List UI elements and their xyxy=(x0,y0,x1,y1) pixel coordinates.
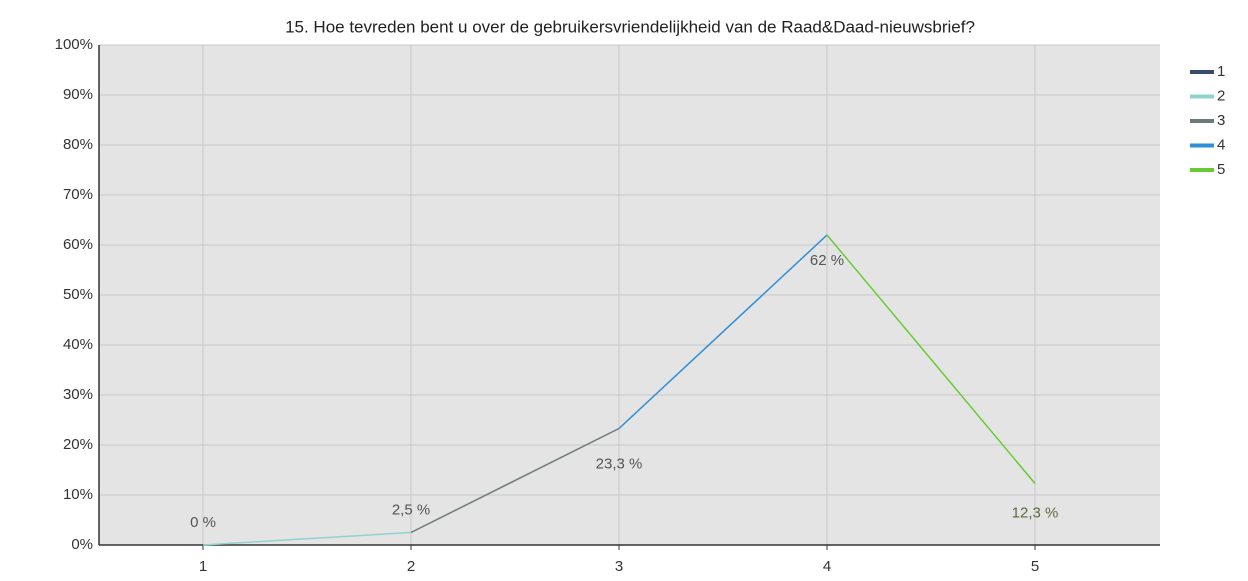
y-tick-label: 90% xyxy=(63,86,93,103)
x-tick-label: 4 xyxy=(823,558,831,575)
chart-title: 15. Hoe tevreden bent u over de gebruike… xyxy=(285,17,975,36)
legend-label: 4 xyxy=(1217,136,1225,153)
y-tick-label: 60% xyxy=(63,236,93,253)
x-tick-label: 1 xyxy=(199,558,207,575)
value-label: 0 % xyxy=(190,514,216,531)
y-tick-label: 20% xyxy=(63,436,93,453)
x-tick-label: 3 xyxy=(615,558,623,575)
legend-label: 1 xyxy=(1217,63,1225,80)
line-segment xyxy=(618,234,828,430)
legend-label: 3 xyxy=(1217,112,1225,129)
x-tick-label: 5 xyxy=(1031,558,1039,575)
value-label: 23,3 % xyxy=(596,455,643,472)
y-tick-label: 10% xyxy=(63,486,93,503)
line-segment xyxy=(202,531,412,546)
line-segment xyxy=(826,234,1036,484)
y-tick-label: 70% xyxy=(63,186,93,203)
line-segment xyxy=(410,427,620,534)
legend-label: 2 xyxy=(1217,87,1225,104)
y-tick-label: 40% xyxy=(63,336,93,353)
y-tick-label: 80% xyxy=(63,136,93,153)
x-tick-label: 2 xyxy=(407,558,415,575)
legend-label: 5 xyxy=(1217,161,1225,178)
y-tick-label: 100% xyxy=(55,36,93,53)
y-tick-label: 0% xyxy=(71,536,93,553)
value-label: 2,5 % xyxy=(392,501,430,518)
value-label: 62 % xyxy=(810,252,844,269)
y-tick-label: 50% xyxy=(63,286,93,303)
y-tick-label: 30% xyxy=(63,386,93,403)
value-label: 12,3 % xyxy=(1012,504,1059,521)
